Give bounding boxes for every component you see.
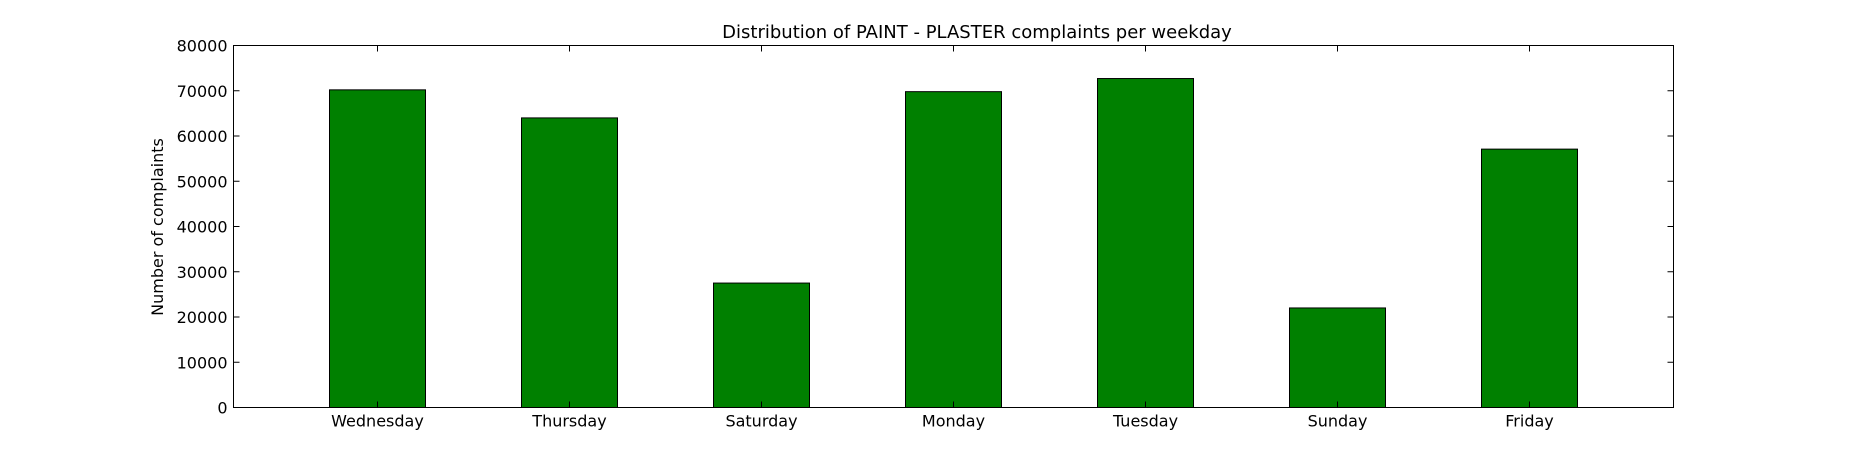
- bar-wednesday: [329, 89, 426, 408]
- y-tick-label: 70000: [177, 82, 228, 101]
- y-ticks-group: 0 10000 20000 30000 40000 50000 60000 70000 8000…: [177, 37, 1674, 418]
- y-tick-label: 0: [217, 399, 227, 418]
- bar-sunday: [1289, 307, 1386, 409]
- bar-saturday: [713, 282, 810, 408]
- y-tick-label: 20000: [177, 308, 228, 327]
- x-tick-label: Saturday: [725, 412, 797, 431]
- y-tick-label: 80000: [177, 37, 228, 56]
- bar-friday: [1481, 148, 1578, 408]
- y-axis-label: Number of complaints: [148, 138, 167, 316]
- bar-tuesday: [1097, 78, 1194, 408]
- x-tick-label: Sunday: [1308, 412, 1368, 431]
- x-ticks-group: Wednesday Thursday Saturday Monday Tuesday Su…: [331, 45, 1554, 431]
- y-tick-label: 50000: [177, 172, 228, 191]
- bars-group: [329, 78, 1578, 409]
- x-tick-label: Wednesday: [331, 412, 424, 431]
- x-tick-label: Monday: [922, 412, 985, 431]
- chart-title: Distribution of PAINT - PLASTER complain…: [722, 22, 1232, 43]
- y-tick-label: 10000: [177, 353, 228, 372]
- y-tick-label: 40000: [177, 218, 228, 237]
- bar-thursday: [521, 117, 618, 409]
- x-tick-label: Friday: [1505, 412, 1554, 431]
- plot-frame: [233, 45, 1674, 408]
- bar-monday: [905, 91, 1002, 408]
- x-tick-label: Tuesday: [1112, 412, 1178, 431]
- x-tick-label: Thursday: [531, 412, 606, 431]
- y-tick-label: 60000: [177, 127, 228, 146]
- y-tick-label: 30000: [177, 263, 228, 282]
